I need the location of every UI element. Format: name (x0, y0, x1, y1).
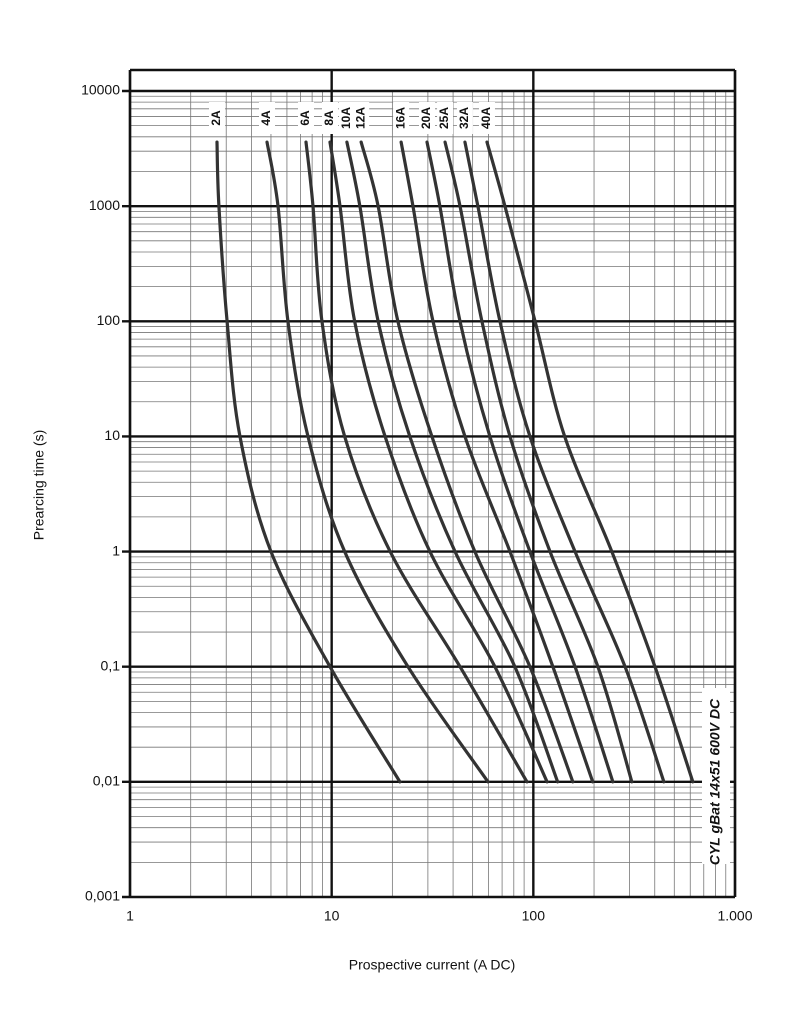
label-bg (478, 102, 495, 134)
y-tick-label: 10000 (81, 82, 120, 98)
series-label: 8A (322, 110, 336, 126)
y-tick-label: 1000 (89, 197, 120, 213)
x-tick-label: 1.000 (717, 908, 752, 924)
x-tick-label: 1 (126, 908, 134, 924)
curve (425, 140, 615, 784)
y-tick-label: 0,01 (93, 773, 120, 789)
series-label: 4A (259, 110, 273, 126)
label-bg (353, 102, 370, 134)
series-label: 25A (437, 107, 451, 129)
curve (463, 140, 666, 784)
series-label: 10A (339, 107, 353, 129)
grid (122, 68, 737, 899)
y-tick-label: 10 (104, 427, 120, 443)
y-tick-label: 0,1 (101, 657, 121, 673)
series-label: 6A (298, 110, 312, 126)
y-axis-label: Prearcing time (s) (31, 430, 47, 540)
curves: 2A 4A 6A 8A 10A 12A 16A 20A 25A 32A 40A CYL gBat 14… (208, 102, 730, 865)
curve (328, 140, 549, 784)
series-label: 20A (419, 107, 433, 129)
label-bg (208, 102, 225, 134)
label-bg (298, 102, 315, 134)
curve (345, 140, 560, 784)
x-tick-label: 10 (324, 908, 340, 924)
label-bg (393, 102, 410, 134)
curve (359, 140, 575, 784)
label-bg (259, 102, 276, 134)
y-tick-label: 0,001 (85, 888, 120, 904)
curve (443, 140, 634, 784)
curve (215, 140, 402, 784)
series-label: 12A (353, 107, 367, 129)
curve (265, 140, 490, 784)
x-tick-label: 100 (522, 908, 546, 924)
label-bg (321, 102, 338, 134)
annotation-bg (702, 688, 730, 864)
annotation: CYL gBat 14x51 600V DC (707, 698, 723, 865)
label-bg (456, 102, 473, 134)
label-bg (419, 102, 436, 134)
y-tick-label: 100 (97, 312, 121, 328)
label-bg (338, 102, 355, 134)
y-tick-label: 1 (112, 542, 120, 558)
series-label: 32A (457, 107, 471, 129)
series-label: 40A (479, 107, 493, 129)
curve (304, 140, 529, 784)
label-bg (437, 102, 454, 134)
x-axis-label: Prospective current (A DC) (349, 957, 516, 973)
series-label: 2A (209, 110, 223, 126)
curve (399, 140, 595, 784)
curve (485, 140, 695, 784)
series-label: 16A (393, 107, 407, 129)
